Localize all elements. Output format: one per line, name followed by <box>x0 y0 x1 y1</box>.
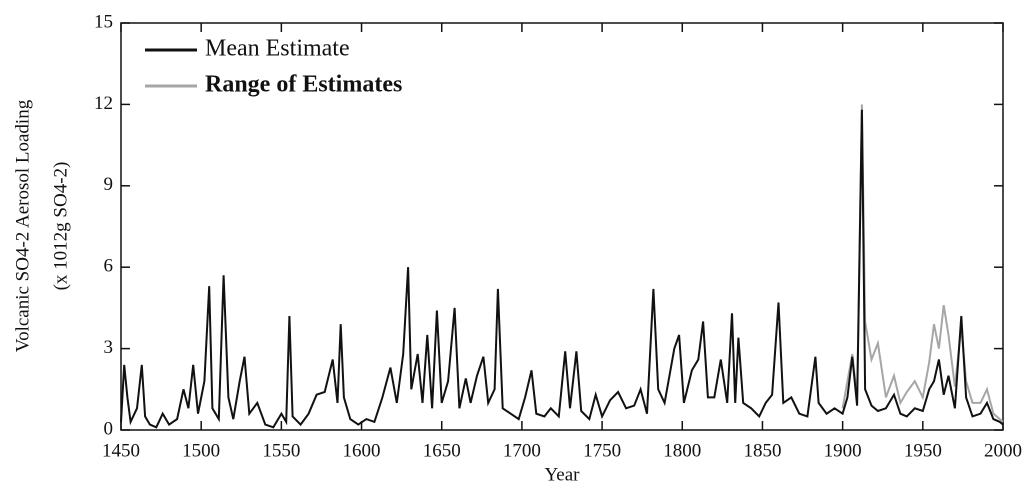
y-tick-label: 9 <box>104 174 114 195</box>
y-tick-label: 15 <box>94 11 113 32</box>
x-axis-label: Year <box>544 464 580 485</box>
y-tick-label: 0 <box>104 418 114 439</box>
x-tick-label: 1950 <box>904 440 942 461</box>
x-tick-label: 1750 <box>583 440 621 461</box>
x-tick-label: 2000 <box>984 440 1022 461</box>
x-tick-label: 1500 <box>182 440 220 461</box>
y-tick-label: 6 <box>104 256 114 277</box>
y-axis-units: (x 1012g SO4-2) <box>50 162 71 291</box>
legend-label: Range of Estimates <box>205 72 402 98</box>
y-tick-label: 3 <box>104 337 114 358</box>
x-tick-label: 1600 <box>343 440 381 461</box>
y-tick-label: 12 <box>94 93 113 114</box>
y-axis-label: Volcanic SO4-2 Aerosol Loading <box>12 99 33 352</box>
x-tick-label: 1450 <box>102 440 140 461</box>
data-line <box>120 109 1004 429</box>
data-line <box>841 104 1004 423</box>
x-tick-label: 1850 <box>743 440 781 461</box>
legend-label: Mean Estimate <box>205 36 350 62</box>
x-tick-label: 1550 <box>262 440 300 461</box>
plot-frame <box>120 22 1004 431</box>
x-tick-label: 1650 <box>423 440 461 461</box>
x-tick-label: 1700 <box>503 440 541 461</box>
x-tick-label: 1900 <box>824 440 862 461</box>
x-tick-label: 1800 <box>663 440 701 461</box>
